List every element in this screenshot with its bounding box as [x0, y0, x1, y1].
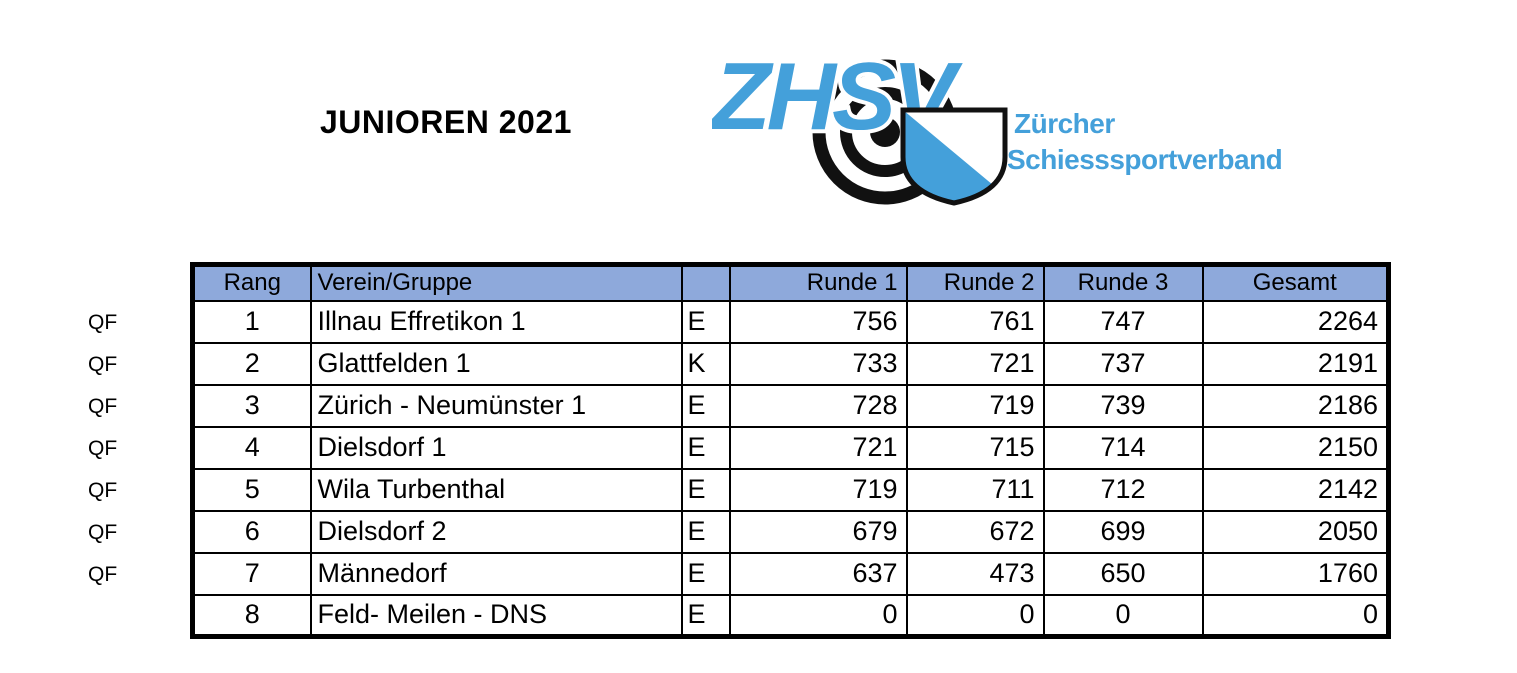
- qualifier-label: [88, 596, 148, 638]
- runde2-cell: 715: [905, 425, 1045, 470]
- runde1-cell: 719: [728, 467, 908, 512]
- category-cell: E: [680, 551, 731, 596]
- verein-cell: Glattfelden 1: [309, 341, 683, 386]
- rank-cell: 7: [191, 551, 312, 596]
- category-cell: E: [680, 509, 731, 554]
- gesamt-cell: 2050: [1201, 509, 1390, 554]
- gesamt-cell: 2191: [1201, 341, 1390, 386]
- verein-cell: Feld- Meilen - DNS: [309, 593, 683, 638]
- category-cell: E: [680, 467, 731, 512]
- category-cell: E: [680, 383, 731, 428]
- qualifier-label: QF: [88, 479, 118, 502]
- verein-cell: Dielsdorf 2: [309, 509, 683, 554]
- table-row: 2 Glattfelden 1 K 733 721 737 2191: [191, 341, 1390, 386]
- header-verein: Verein/Gruppe: [309, 263, 683, 302]
- runde3-cell: 714: [1042, 425, 1204, 470]
- runde2-cell: 761: [905, 299, 1045, 344]
- qualifier-column: QF QF QF QF QF QF QF: [88, 302, 148, 638]
- header-kategorie: [680, 263, 731, 302]
- runde1-cell: 637: [728, 551, 908, 596]
- header-runde3: Runde 3: [1042, 263, 1204, 302]
- verein-cell: Männedorf: [309, 551, 683, 596]
- gesamt-cell: 2150: [1201, 425, 1390, 470]
- table-row: 1 Illnau Effretikon 1 E 756 761 747 2264: [191, 299, 1390, 344]
- logo-org-line2: Schiesssportverband: [1007, 144, 1282, 175]
- runde2-cell: 719: [905, 383, 1045, 428]
- category-cell: K: [680, 341, 731, 386]
- verein-cell: Wila Turbenthal: [309, 467, 683, 512]
- runde1-cell: 679: [728, 509, 908, 554]
- gesamt-cell: 2142: [1201, 467, 1390, 512]
- rank-cell: 6: [191, 509, 312, 554]
- runde1-cell: 733: [728, 341, 908, 386]
- header-row: Rang Verein/Gruppe Runde 1 Runde 2 Runde…: [191, 263, 1390, 302]
- table-row: 3 Zürich - Neumünster 1 E 728 719 739 21…: [191, 383, 1390, 428]
- verein-cell: Illnau Effretikon 1: [309, 299, 683, 344]
- runde2-cell: 672: [905, 509, 1045, 554]
- gesamt-cell: 2186: [1201, 383, 1390, 428]
- rank-cell: 3: [191, 383, 312, 428]
- rank-cell: 2: [191, 341, 312, 386]
- verein-cell: Zürich - Neumünster 1: [309, 383, 683, 428]
- runde3-cell: 650: [1042, 551, 1204, 596]
- category-cell: E: [680, 425, 731, 470]
- runde1-cell: 0: [728, 593, 908, 638]
- header-rang: Rang: [191, 263, 312, 302]
- runde3-cell: 739: [1042, 383, 1204, 428]
- table-row: 7 Männedorf E 637 473 650 1760: [191, 551, 1390, 596]
- qualifier-label: QF: [88, 353, 118, 376]
- runde3-cell: 747: [1042, 299, 1204, 344]
- runde3-cell: 699: [1042, 509, 1204, 554]
- rank-cell: 8: [191, 593, 312, 638]
- table-row: 8 Feld- Meilen - DNS E 0 0 0 0: [191, 593, 1390, 638]
- rank-cell: 4: [191, 425, 312, 470]
- runde2-cell: 0: [905, 593, 1045, 638]
- gesamt-cell: 0: [1201, 593, 1390, 638]
- table-row: 4 Dielsdorf 1 E 721 715 714 2150: [191, 425, 1390, 470]
- verein-cell: Dielsdorf 1: [309, 425, 683, 470]
- gesamt-cell: 1760: [1201, 551, 1390, 596]
- runde1-cell: 728: [728, 383, 908, 428]
- qualifier-label: QF: [88, 395, 118, 418]
- rank-cell: 5: [191, 467, 312, 512]
- results-table: Rang Verein/Gruppe Runde 1 Runde 2 Runde…: [190, 262, 1391, 639]
- qualifier-label: QF: [88, 563, 118, 586]
- zurich-shield-icon: [900, 107, 1008, 206]
- header-gesamt: Gesamt: [1201, 263, 1390, 302]
- runde1-cell: 756: [728, 299, 908, 344]
- logo-org-line1: Zürcher: [1014, 108, 1115, 139]
- page-title: JUNIOREN 2021: [320, 104, 572, 140]
- qualifier-label: QF: [88, 437, 118, 460]
- runde2-cell: 711: [905, 467, 1045, 512]
- gesamt-cell: 2264: [1201, 299, 1390, 344]
- qualifier-label: QF: [88, 311, 118, 334]
- runde3-cell: 0: [1042, 593, 1204, 638]
- category-cell: E: [680, 299, 731, 344]
- header-runde2: Runde 2: [905, 263, 1045, 302]
- runde2-cell: 473: [905, 551, 1045, 596]
- category-cell: E: [680, 593, 731, 638]
- rank-cell: 1: [191, 299, 312, 344]
- header-runde1: Runde 1: [728, 263, 908, 302]
- qualifier-label: QF: [88, 521, 118, 544]
- runde2-cell: 721: [905, 341, 1045, 386]
- zhsv-logo: ZHSV Zürcher Schiesssportverband: [712, 45, 1283, 206]
- runde1-cell: 721: [728, 425, 908, 470]
- runde3-cell: 737: [1042, 341, 1204, 386]
- table-row: 6 Dielsdorf 2 E 679 672 699 2050: [191, 509, 1390, 554]
- table-row: 5 Wila Turbenthal E 719 711 712 2142: [191, 467, 1390, 512]
- runde3-cell: 712: [1042, 467, 1204, 512]
